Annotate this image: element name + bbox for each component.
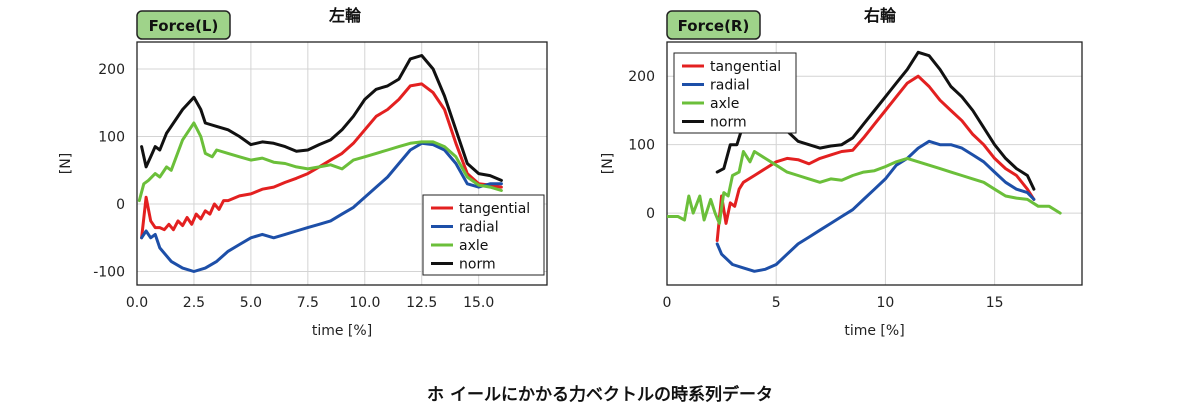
- plot-frame: [666, 41, 1083, 286]
- chart-title: 左輪: [328, 6, 362, 25]
- legend-box: [422, 194, 545, 276]
- figure-caption: ホ イールにかかる力ベクトルの時系列データ: [427, 384, 773, 405]
- y-tick-label: 100: [98, 130, 125, 146]
- y-axis-label: [N]: [58, 153, 74, 174]
- x-tick-label: 5.0: [240, 295, 262, 311]
- y-axis-label: [N]: [600, 153, 616, 174]
- y-tick-label: 100: [628, 138, 655, 154]
- legend-label-norm: norm: [710, 115, 747, 131]
- plot-frame: [136, 41, 548, 286]
- x-tick-label: 0.0: [126, 295, 148, 311]
- force-left-panel: 0.0 2.5 5.0 7.5 10.0 12.5 15.0 -100 0 100 200 time …: [58, 6, 548, 339]
- y-tick-label: 200: [628, 69, 655, 85]
- series-line-norm: [140, 54, 503, 182]
- legend-label-tangential: tangential: [459, 201, 530, 217]
- series-line-tangential: [140, 82, 503, 240]
- series-line-tangential: [715, 74, 1036, 242]
- panel-badge: [666, 10, 761, 40]
- chart-title: 右輪: [864, 6, 897, 25]
- y-tick-label: -100: [93, 265, 125, 281]
- x-tick-label: 15: [986, 295, 1004, 311]
- series-line-radial: [140, 141, 503, 273]
- legend-label-radial: radial: [710, 78, 750, 94]
- panel-badge-label: Force(L): [149, 17, 219, 35]
- legend-label-axle: axle: [710, 96, 739, 112]
- y-tick-label: 200: [98, 62, 125, 78]
- x-tick-label: 0: [663, 295, 672, 311]
- x-tick-label: 12.5: [406, 295, 437, 311]
- x-tick-label: 7.5: [297, 295, 319, 311]
- series-line-axle: [667, 150, 1062, 225]
- x-axis-label: time [%]: [844, 323, 904, 339]
- force-right-panel: 0 5 10 15 0 100 200 time [%] [N] Force(R) 右輪 tangen…: [600, 6, 1083, 339]
- legend-label-norm: norm: [459, 257, 496, 273]
- panel-badge: [136, 10, 231, 40]
- x-axis-label: time [%]: [312, 323, 372, 339]
- legend-label-radial: radial: [459, 220, 499, 236]
- y-tick-label: 0: [116, 197, 125, 213]
- legend-label-tangential: tangential: [710, 59, 781, 75]
- x-tick-label: 15.0: [463, 295, 494, 311]
- series-line-axle: [137, 121, 503, 203]
- series-line-radial: [715, 139, 1036, 273]
- x-tick-label: 5: [772, 295, 781, 311]
- x-tick-label: 10: [877, 295, 895, 311]
- x-tick-label: 10.0: [349, 295, 380, 311]
- x-tick-label: 2.5: [183, 295, 205, 311]
- panel-badge-label: Force(R): [678, 17, 750, 35]
- legend-label-axle: axle: [459, 238, 488, 254]
- y-tick-label: 0: [646, 206, 655, 222]
